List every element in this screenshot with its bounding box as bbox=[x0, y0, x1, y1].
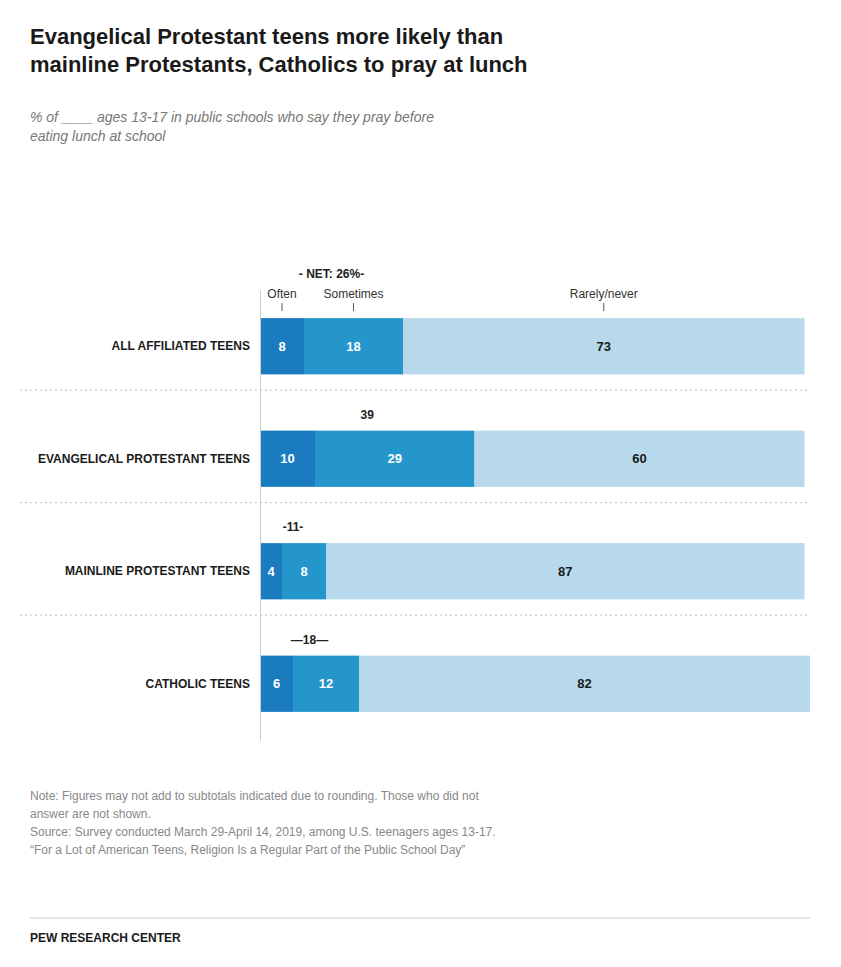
separator bbox=[20, 615, 810, 616]
chart: Evangelical Protestant teens more likely… bbox=[0, 0, 841, 967]
data-labels: 8 18 73 10 29 60 4 8 87 6 12 82 bbox=[267, 339, 646, 692]
column-header: Sometimes bbox=[323, 287, 383, 301]
separators bbox=[20, 390, 810, 615]
data-label: 60 bbox=[632, 451, 646, 466]
bar bbox=[315, 431, 475, 487]
net-label: -11- bbox=[283, 520, 304, 534]
data-label: 4 bbox=[267, 564, 275, 579]
bar bbox=[260, 431, 315, 487]
tick: EVANGELICAL PROTESTANT TEENS bbox=[38, 452, 260, 466]
title: Evangelical Protestant teens more likely… bbox=[30, 24, 528, 77]
tick-label: EVANGELICAL PROTESTANT TEENS bbox=[38, 452, 250, 466]
bar bbox=[260, 318, 304, 374]
header-tick bbox=[353, 303, 354, 311]
net-label: —18— bbox=[291, 633, 328, 647]
y-axis: ALL AFFILIATED TEENS EVANGELICAL PROTESTA… bbox=[38, 291, 261, 741]
data-label: 18 bbox=[346, 339, 360, 354]
tick-label: MAINLINE PROTESTANT TEENS bbox=[65, 564, 250, 578]
bar bbox=[359, 656, 810, 712]
data-label: 6 bbox=[273, 676, 280, 691]
data-label: 10 bbox=[280, 451, 294, 466]
source: PEW RESEARCH CENTER bbox=[30, 931, 181, 945]
bar bbox=[403, 318, 805, 374]
rule bbox=[30, 918, 810, 919]
note: Note: Figures may not add to subtotals i… bbox=[30, 789, 496, 857]
net-label: 39 bbox=[361, 408, 375, 422]
data-label: 12 bbox=[319, 676, 333, 691]
net-labels: - NET: 26%- 39 -11- —18— bbox=[283, 267, 375, 647]
data-label: 87 bbox=[558, 564, 572, 579]
tick: ALL AFFILIATED TEENS bbox=[112, 339, 260, 353]
bar bbox=[304, 318, 403, 374]
data-label: 8 bbox=[300, 564, 307, 579]
data-label: 82 bbox=[577, 676, 591, 691]
bar bbox=[282, 543, 326, 599]
column-header: Often bbox=[267, 287, 296, 301]
data-label: 8 bbox=[278, 339, 285, 354]
column-header: Rarely/never bbox=[570, 287, 638, 301]
bar bbox=[326, 543, 805, 599]
column-headers: Often Sometimes Rarely/never bbox=[267, 287, 637, 311]
tick: CATHOLIC TEENS bbox=[146, 677, 260, 691]
bar bbox=[260, 543, 282, 599]
header-tick bbox=[603, 303, 604, 311]
separator bbox=[20, 390, 810, 391]
data-label: 73 bbox=[597, 339, 611, 354]
tick: MAINLINE PROTESTANT TEENS bbox=[65, 564, 260, 578]
data-label: 29 bbox=[388, 451, 402, 466]
bar bbox=[475, 431, 805, 487]
bars bbox=[260, 318, 810, 712]
subtitle: % of ____ ages 13-17 in public schools w… bbox=[30, 109, 434, 144]
bar bbox=[293, 656, 359, 712]
header-tick bbox=[282, 303, 283, 311]
tick-label: CATHOLIC TEENS bbox=[146, 677, 250, 691]
bar bbox=[260, 656, 293, 712]
net-label: - NET: 26%- bbox=[299, 267, 364, 281]
axis-line bbox=[260, 291, 261, 741]
separator bbox=[20, 502, 810, 503]
tick-label: ALL AFFILIATED TEENS bbox=[112, 339, 250, 353]
